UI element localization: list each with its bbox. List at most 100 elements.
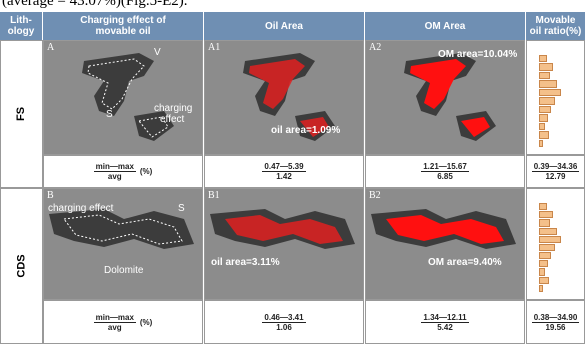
stat-bottom: avg [107, 172, 122, 181]
lithology: FS [15, 106, 28, 122]
histogram-bar [539, 219, 550, 227]
stat-cell: 0.39—34.36 12.79 [526, 155, 585, 188]
sem-image [371, 209, 516, 249]
stat-range: 0.47—5.39 [262, 162, 306, 172]
annotation: S [178, 203, 185, 214]
histogram-bar [539, 260, 548, 268]
histogram-panel [526, 40, 585, 155]
histogram-bar [539, 122, 545, 131]
highlight [386, 215, 504, 244]
highlight [249, 59, 329, 137]
stat-avg: 6.85 [437, 172, 453, 181]
pore [49, 209, 194, 249]
stat-avg: 19.56 [545, 322, 566, 332]
annotation: OM area=10.04% [438, 49, 518, 60]
stat-cell: 1.21—15.67 6.85 [365, 155, 525, 188]
histogram-bar [539, 80, 557, 88]
stat-avg: 12.79 [545, 172, 566, 181]
header-cell: Charging effect of movable oil [43, 12, 203, 40]
stat-avg: 1.42 [276, 172, 292, 181]
image-panel: B1 oil area=3.11% [204, 188, 364, 300]
panel-label: A1 [208, 42, 221, 53]
stat-fraction: min—max avg [93, 162, 136, 181]
histogram-bar [539, 252, 551, 260]
histogram-bar [539, 114, 548, 122]
stat-cell: min—max avg (%) [43, 155, 203, 188]
stat-cell: min—max avg (%) [43, 300, 203, 344]
stat-top: min—max [93, 312, 136, 323]
header-text: movable oil [95, 26, 151, 37]
panel-label: B [47, 190, 54, 201]
image-panel: A1 oil area=1.09% [204, 40, 364, 155]
annotation: charging effect [48, 203, 114, 214]
pore [82, 53, 174, 141]
histogram-bar [539, 243, 555, 252]
sem-image [49, 209, 194, 249]
histogram-bar [539, 211, 553, 219]
lithology-cell: FS [0, 40, 43, 188]
stat-cell: 0.46—3.41 1.06 [204, 300, 364, 344]
stat-cell: 0.38—34.90 19.56 [526, 300, 585, 344]
histogram-bar [539, 276, 549, 284]
image-panel: A2 OM area=10.04% [365, 40, 525, 155]
header-cell: OM Area [365, 12, 525, 40]
image-panel: B2 OM area=9.40% [365, 188, 525, 300]
stat-cell: 1.34—12.11 5.42 [365, 300, 525, 344]
header-text: ology [7, 26, 35, 37]
panel-label: B1 [208, 190, 220, 201]
stat-range: 0.39—34.36 [531, 162, 580, 172]
histogram-bar [539, 97, 555, 105]
stat-avg: 5.42 [437, 322, 453, 332]
stat-unit: (%) [139, 317, 153, 327]
histogram-bar [539, 88, 561, 97]
panel-label: A2 [369, 42, 382, 53]
sem-image [82, 53, 174, 141]
histogram-bar [539, 131, 549, 139]
annotation: Dolomite [104, 265, 144, 276]
highlight [410, 59, 490, 137]
charging-outline [87, 58, 169, 138]
stat-cell: 0.47—5.39 1.42 [204, 155, 364, 188]
histogram-bar [539, 235, 561, 243]
stat-range: 0.46—3.41 [262, 312, 306, 323]
header-text: Movable [535, 15, 576, 26]
stat-unit: (%) [139, 167, 153, 176]
header-text: oil ratio(%) [529, 26, 582, 37]
header-cell: Movable oil ratio(%) [526, 12, 585, 40]
stat-top: min—max [93, 162, 136, 172]
charging-outline [63, 214, 183, 245]
header-text: OM Area [424, 20, 466, 32]
header-text: Charging effect of [80, 15, 166, 26]
highlight [225, 215, 343, 244]
annotation: oil area=3.11% [211, 257, 280, 268]
histogram-bar [539, 227, 557, 235]
histogram-bar [539, 63, 553, 71]
stat-range: 1.21—15.67 [421, 162, 469, 172]
histogram-panel [526, 188, 585, 300]
histogram-bar [539, 55, 547, 63]
histogram-bar [539, 284, 543, 292]
histogram-bar [539, 105, 551, 114]
header-cell: Oil Area [204, 12, 364, 40]
stat-range: 0.38—34.90 [531, 312, 580, 323]
sem-image [210, 209, 355, 249]
histogram-bar [539, 268, 545, 276]
annotation: oil area=1.09% [271, 125, 341, 136]
annotation: S [106, 109, 113, 120]
stat-fraction: min—max avg [93, 312, 136, 332]
header-text: Oil Area [265, 20, 303, 32]
caption-fragment: (average = 43.07%)(Fig.5-E2). [2, 0, 188, 9]
annotation: charging [154, 103, 193, 114]
histogram-bar [539, 71, 550, 80]
header-text: Lith- [10, 15, 32, 26]
lithology: CDS [15, 254, 28, 278]
stat-range: 1.34—12.11 [421, 312, 469, 323]
sem-image [243, 53, 335, 141]
annotation: OM area=9.40% [428, 257, 502, 268]
histogram-bar [539, 203, 547, 211]
sem-image [404, 53, 496, 141]
panel-label: B2 [369, 190, 381, 201]
annotation: V [154, 47, 161, 58]
